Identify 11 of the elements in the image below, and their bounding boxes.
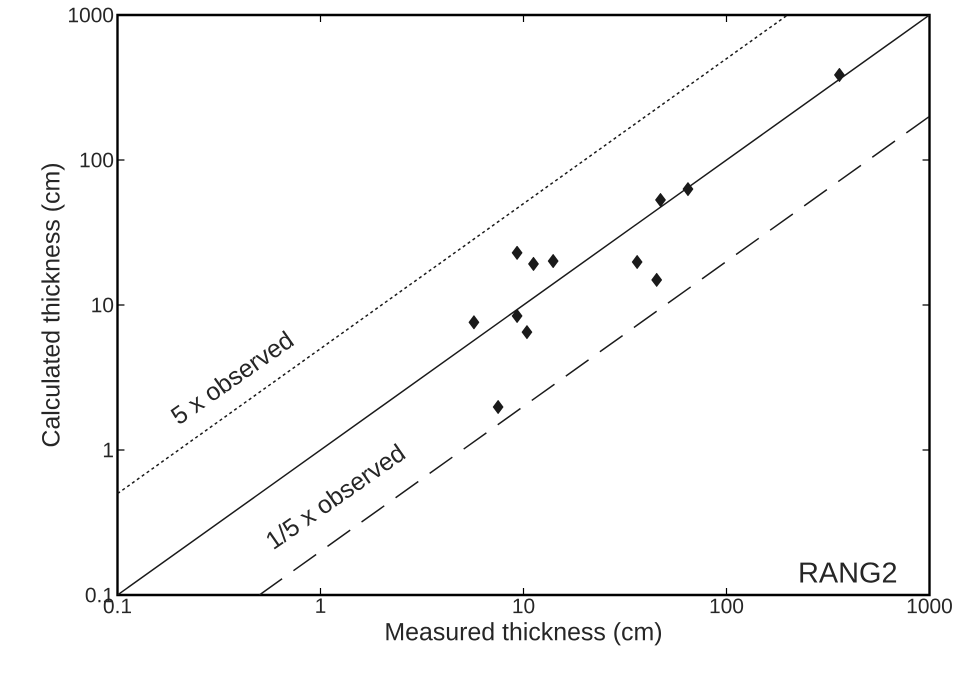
x-axis-title: Measured thickness (cm): [386, 622, 662, 646]
x-tick-label: 1000: [908, 598, 952, 614]
y-tick-label: 100: [80, 152, 114, 168]
x-tick-label: 100: [710, 598, 744, 614]
y-axis-title: Calculated thickness (cm): [41, 164, 65, 446]
x-tick-label: 10: [513, 598, 534, 614]
y-tick-label: 1000: [69, 8, 114, 22]
annotation: RANG2: [800, 562, 896, 583]
y-tick-label: 1: [104, 442, 113, 458]
x-tick-label: 1: [316, 598, 326, 613]
y-tick-label: 10: [92, 298, 114, 312]
